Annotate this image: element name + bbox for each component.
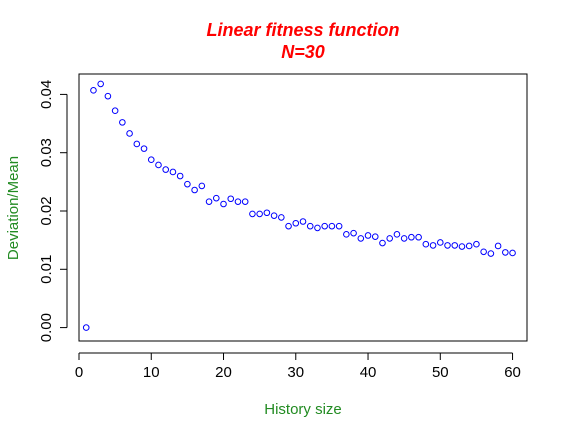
chart-subtitle: N=30 (281, 42, 325, 62)
data-point (350, 229, 357, 237)
data-point (176, 172, 184, 180)
data-point (292, 219, 300, 227)
data-point (184, 180, 191, 188)
data-point (198, 182, 206, 190)
y-axis: 0.00 0.01 0.02 0.03 0.04 (38, 80, 68, 342)
data-point (321, 222, 328, 230)
data-point (306, 222, 314, 230)
data-point (82, 324, 90, 331)
data-point (429, 242, 437, 249)
data-point (270, 212, 278, 219)
data-point (285, 222, 292, 230)
data-point (278, 214, 285, 221)
data-point (379, 239, 386, 247)
y-tick-label: 0.01 (38, 255, 55, 284)
data-point (458, 243, 466, 250)
data-point (444, 242, 451, 249)
data-point (335, 222, 343, 230)
y-tick-label: 0.00 (38, 313, 55, 342)
data-point (408, 233, 415, 241)
data-point (509, 249, 516, 257)
x-tick-label: 60 (504, 364, 521, 381)
data-point (155, 161, 162, 169)
x-tick-label: 10 (143, 364, 160, 381)
data-point (119, 119, 126, 126)
data-points (82, 80, 516, 331)
data-point (473, 240, 480, 248)
x-tick-label: 20 (215, 364, 232, 381)
plot-frame (78, 73, 528, 342)
data-point (314, 224, 321, 232)
y-tick-label: 0.04 (38, 80, 55, 109)
x-tick-label: 50 (432, 364, 449, 381)
y-axis-label: Deviation/Mean (5, 156, 22, 260)
data-point (502, 249, 509, 256)
data-point (364, 232, 372, 239)
data-point (263, 209, 271, 217)
data-point (480, 248, 487, 256)
x-tick-label: 30 (287, 364, 304, 381)
data-point (436, 239, 444, 246)
data-point (169, 168, 177, 176)
x-axis: 0 10 20 30 40 50 60 (75, 352, 521, 381)
data-point (487, 250, 495, 257)
data-point (451, 242, 459, 249)
data-point (357, 235, 365, 242)
data-point (422, 240, 430, 248)
data-point (111, 107, 119, 115)
x-tick-label: 40 (360, 364, 377, 381)
chart-title: Linear fitness function (206, 20, 399, 40)
data-point (386, 235, 394, 242)
data-point (104, 92, 112, 100)
data-point (162, 166, 170, 173)
data-point (205, 198, 213, 205)
data-point (494, 242, 502, 250)
data-point (400, 235, 408, 242)
data-point (234, 198, 242, 205)
data-point (299, 218, 307, 225)
data-point (126, 130, 133, 137)
data-point (212, 194, 220, 202)
data-point (328, 222, 336, 230)
data-point (256, 210, 263, 218)
data-point (133, 140, 141, 148)
data-point (415, 233, 422, 241)
x-tick-label: 0 (75, 364, 83, 381)
data-point (241, 198, 249, 205)
data-point (227, 195, 235, 203)
data-point (465, 242, 473, 250)
data-point (97, 80, 104, 88)
y-tick-label: 0.03 (38, 138, 55, 167)
x-axis-label: History size (264, 401, 342, 418)
data-point (191, 186, 198, 194)
data-point (140, 145, 148, 152)
data-point (371, 233, 379, 240)
y-tick-label: 0.02 (38, 196, 55, 225)
data-point (90, 87, 97, 94)
data-point (249, 210, 256, 218)
data-point (220, 200, 227, 208)
data-point (343, 231, 350, 238)
data-point (147, 156, 155, 163)
data-point (393, 231, 401, 238)
